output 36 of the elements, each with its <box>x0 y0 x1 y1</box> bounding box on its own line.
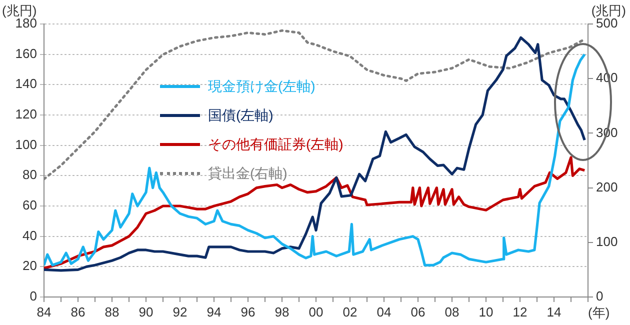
y-tick-label: 140 <box>15 76 37 92</box>
x-tick-label: 12 <box>512 304 528 320</box>
y-tick-label: 40 <box>22 228 37 243</box>
x-tick-label: 14 <box>546 304 562 320</box>
y-tick-label: 120 <box>15 106 37 122</box>
x-tick-label: 88 <box>104 304 120 320</box>
y-tick-label: 20 <box>22 258 37 274</box>
y2-tick-label: 0 <box>596 288 604 304</box>
x-axis-title: (年) <box>588 304 610 322</box>
x-tick-label: 92 <box>172 304 188 320</box>
x-tick-label: 10 <box>478 304 494 320</box>
y2-tick-label: 500 <box>596 16 618 31</box>
x-tick-label: 00 <box>308 304 324 320</box>
legend-label: 貸出金(右軸) <box>208 164 288 182</box>
x-tick-label: 02 <box>342 304 358 320</box>
x-tick-label: 94 <box>206 304 222 320</box>
y-axis-title: (兆円) <box>2 2 37 18</box>
y-tick-label: 0 <box>30 288 37 304</box>
x-tick-label: 04 <box>376 304 392 320</box>
y2-tick-label: 100 <box>596 234 618 249</box>
y2-tick-label: 200 <box>596 179 618 194</box>
x-tick-label: 90 <box>138 304 154 320</box>
x-tick-label: 86 <box>70 304 86 320</box>
y-tick-label: 60 <box>22 198 37 213</box>
y2-axis-title: (兆円) <box>591 2 626 18</box>
legend-label: 国債(左軸) <box>208 106 274 124</box>
x-tick-label: 06 <box>410 304 426 320</box>
y-tick-label: 80 <box>22 167 37 182</box>
x-tick-label: 84 <box>36 304 52 320</box>
legend-label: その他有価証券(左軸) <box>208 136 344 154</box>
x-tick-label: 08 <box>444 304 460 320</box>
y-tick-label: 100 <box>15 136 37 152</box>
legend-label: 現金預け金(左軸) <box>208 78 316 96</box>
x-tick-label: 98 <box>274 304 290 320</box>
y-tick-label: 160 <box>15 46 37 61</box>
x-tick-label: 96 <box>240 304 256 320</box>
